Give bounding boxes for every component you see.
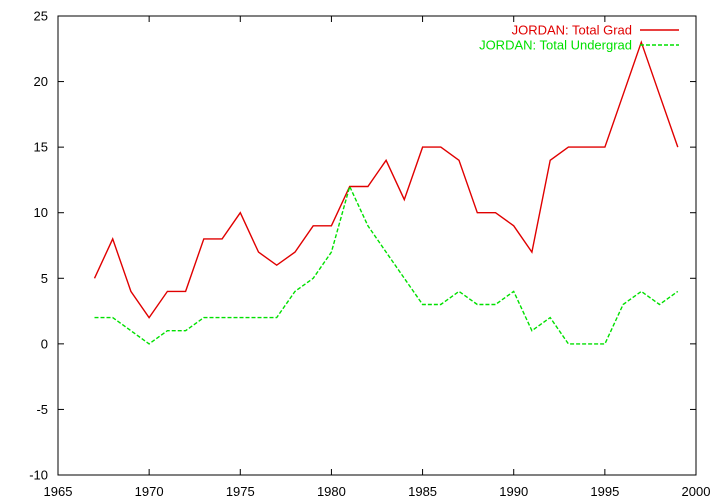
y-tick-label: 5: [41, 271, 48, 286]
series-line-1: [94, 184, 679, 345]
y-tick-label: 0: [41, 336, 48, 351]
x-tick-label: 1965: [44, 484, 73, 499]
axis-tick-labels: 1965 1970 1975 1980 1985 1990 1995 2000 -10 -5 0 5 1…: [29, 9, 710, 500]
x-tick-label: 1985: [408, 484, 437, 499]
y-tick-label: 10: [34, 205, 48, 220]
x-tick-label: 1980: [317, 484, 346, 499]
series-line-0: [93, 40, 679, 319]
plot-frame: [57, 15, 697, 476]
x-tick-label: 1975: [226, 484, 255, 499]
y-tick-label: -10: [29, 468, 48, 483]
x-tick-label: 1990: [499, 484, 528, 499]
x-tick-label: 2000: [682, 484, 711, 499]
x-tick-label: 1970: [135, 484, 164, 499]
legend-label-0: JORDAN: Total Grad: [512, 23, 632, 38]
x-tick-label: 1995: [590, 484, 619, 499]
y-tick-label: 20: [34, 74, 48, 89]
y-tick-label: 25: [34, 9, 48, 24]
series-lines: [93, 40, 679, 345]
axis-ticks: [57, 15, 697, 476]
y-tick-label: -5: [36, 402, 48, 417]
y-tick-label: 15: [34, 140, 48, 155]
legend-label-1: JORDAN: Total Undergrad: [479, 38, 632, 53]
